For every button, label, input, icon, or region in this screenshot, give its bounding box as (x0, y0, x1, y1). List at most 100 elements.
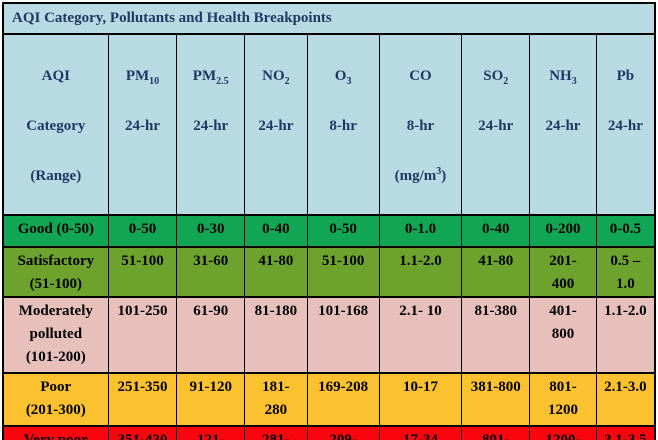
unit-label: (mg/m3) (382, 164, 460, 189)
pollutant-subscript: 2 (503, 76, 509, 87)
pollutant-subscript: 2 (284, 76, 290, 87)
category-cell: Satisfactory (51-100) (2, 246, 109, 298)
value-cell: 0-1.0 (378, 214, 463, 248)
value-cell: 169-208 (306, 372, 380, 427)
header-pm25: PM2.5 24-hr (176, 33, 246, 216)
pollutant-symbol: O (334, 68, 347, 84)
header-line: AQI (41, 68, 70, 84)
value-cell: 101-250 (107, 296, 178, 374)
table-title: AQI Category, Pollutants and Health Brea… (2, 2, 656, 35)
pollutant-name: PM10 (111, 64, 175, 89)
category-cell: Poor (201-300) (2, 372, 109, 427)
value-cell: 0.5 – 1.0 (595, 246, 656, 298)
averaging-period: 24-hr (478, 118, 514, 134)
averaging-period: 24-hr (545, 118, 581, 134)
value-cell: 0-40 (461, 214, 531, 248)
value-cell: 0-50 (306, 214, 380, 248)
averaging-period: 24-hr (193, 118, 229, 134)
row-very-poor: Very poor (301-400) 351-430 121- 250 281… (2, 425, 656, 440)
pollutant-name: Pb (599, 64, 652, 89)
pollutant-name: NH3 (532, 64, 594, 89)
category-cell: Very poor (301-400) (2, 425, 109, 440)
value-cell: 61-90 (176, 296, 246, 374)
header-nh3: NH3 24-hr (529, 33, 597, 216)
header-line: Category (26, 118, 86, 134)
value-cell: 209- 748* (306, 425, 380, 440)
averaging-period: 8-hr (406, 118, 435, 134)
value-cell: 201- 400 (529, 246, 597, 298)
value-cell: 281- 400 (244, 425, 308, 440)
value-cell: 801- 1600 (461, 425, 531, 440)
value-cell: 381-800 (461, 372, 531, 427)
row-poor: Poor (201-300) 251-350 91-120 181- 280 1… (2, 372, 656, 427)
value-cell: 0-40 (244, 214, 308, 248)
value-cell: 0-0.5 (595, 214, 656, 248)
category-cell: Good (0-50) (2, 214, 109, 248)
averaging-period: 8-hr (329, 118, 357, 134)
title-row: AQI Category, Pollutants and Health Brea… (2, 2, 656, 35)
value-cell: 81-380 (461, 296, 531, 374)
value-cell: 41-80 (461, 246, 531, 298)
unit-superscript: 3 (436, 166, 442, 177)
pollutant-name: O3 (310, 64, 377, 89)
pollutant-symbol: NH (549, 68, 572, 84)
averaging-period: 24-hr (124, 118, 160, 134)
value-cell: 0-50 (107, 214, 178, 248)
pollutant-subscript: 3 (571, 76, 577, 87)
pollutant-name: NO2 (247, 64, 305, 89)
pollutant-symbol: Pb (616, 68, 635, 84)
row-moderately-polluted: Moderately polluted (101-200) 101-250 61… (2, 296, 656, 374)
value-cell: 41-80 (244, 246, 308, 298)
pollutant-subscript: 10 (149, 76, 160, 87)
value-cell: 3.1-3.5 (595, 425, 656, 440)
header-row: AQI Category (Range) PM10 24-hr PM2.5 24… (2, 33, 656, 216)
header-pm10: PM10 24-hr (107, 33, 178, 216)
value-cell: 81-180 (244, 296, 308, 374)
pollutant-name: CO (382, 64, 460, 89)
value-cell: 31-60 (176, 246, 246, 298)
header-aqi-category: AQI Category (Range) (2, 33, 109, 216)
value-cell: 181- 280 (244, 372, 308, 427)
value-cell: 17-34 (378, 425, 463, 440)
category-cell: Moderately polluted (101-200) (2, 296, 109, 374)
averaging-period: 24-hr (258, 118, 294, 134)
value-cell: 51-100 (306, 246, 380, 298)
header-no2: NO2 24-hr (244, 33, 308, 216)
pollutant-symbol: PM (192, 68, 217, 84)
pollutant-symbol: NO (262, 68, 285, 84)
value-cell: 101-168 (306, 296, 380, 374)
row-satisfactory: Satisfactory (51-100) 51-100 31-60 41-80… (2, 246, 656, 298)
header-co: CO 8-hr (mg/m3) (378, 33, 463, 216)
value-cell: 1.1-2.0 (378, 246, 463, 298)
value-cell: 401- 800 (529, 296, 597, 374)
value-cell: 1.1-2.0 (595, 296, 656, 374)
pollutant-symbol: CO (409, 68, 432, 84)
unit-text: ) (441, 168, 447, 184)
header-so2: SO2 24-hr (461, 33, 531, 216)
value-cell: 1200- 1800 (529, 425, 597, 440)
value-cell: 2.1-3.0 (595, 372, 656, 427)
value-cell: 121- 250 (176, 425, 246, 440)
value-cell: 351-430 (107, 425, 178, 440)
value-cell: 0-30 (176, 214, 246, 248)
header-pb: Pb 24-hr (595, 33, 656, 216)
pollutant-name: PM2.5 (179, 64, 242, 89)
pollutant-subscript: 3 (346, 76, 352, 87)
value-cell: 91-120 (176, 372, 246, 427)
value-cell: 51-100 (107, 246, 178, 298)
header-line: (Range) (30, 168, 82, 184)
pollutant-name: SO2 (464, 64, 527, 89)
value-cell: 801- 1200 (529, 372, 597, 427)
averaging-period: 24-hr (607, 118, 643, 134)
pollutant-symbol: PM (125, 68, 150, 84)
value-cell: 2.1- 10 (378, 296, 463, 374)
header-o3: O3 8-hr (306, 33, 380, 216)
value-cell: 251-350 (107, 372, 178, 427)
pollutant-symbol: SO (483, 68, 504, 84)
value-cell: 10-17 (378, 372, 463, 427)
unit-text: (mg/m (394, 168, 437, 184)
row-good: Good (0-50) 0-50 0-30 0-40 0-50 0-1.0 0-… (2, 214, 656, 248)
pollutant-subscript: 2.5 (216, 76, 229, 87)
value-cell: 0-200 (529, 214, 597, 248)
